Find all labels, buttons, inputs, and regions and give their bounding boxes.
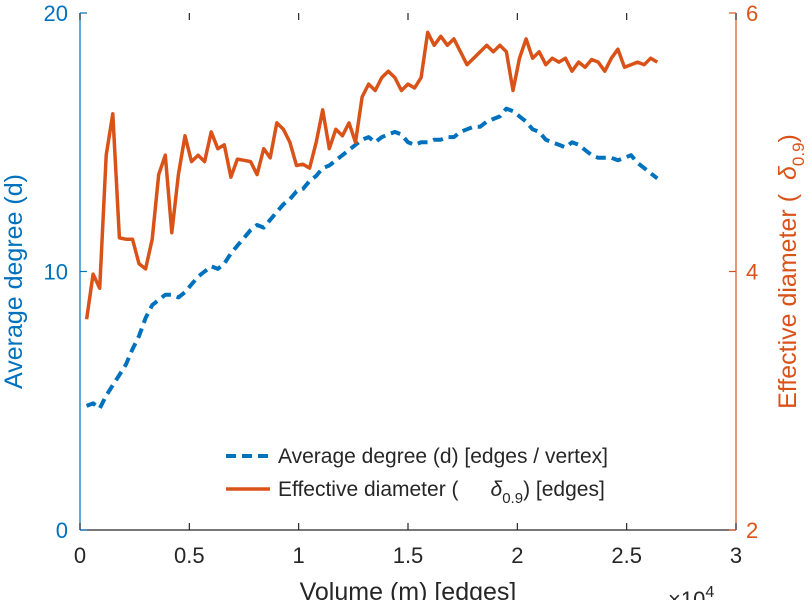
left-y-tick-label: 20 — [44, 1, 68, 26]
series-layer — [84, 30, 659, 411]
legend-label-average-degree: Average degree (d) [edges / vertex] — [278, 445, 608, 468]
x-axis-exponent-power: 4 — [705, 584, 714, 600]
right-y-tick-label: 4 — [746, 260, 758, 285]
x-tick-label: 1.5 — [393, 543, 424, 568]
series-effective-diameter — [84, 30, 659, 320]
x-tick-label: 3 — [730, 543, 742, 568]
x-tick-label: 2.5 — [611, 543, 642, 568]
legend-label-effective-diameter-main: Effective diameter ( — [278, 478, 459, 501]
ticks-layer: 0 0.5 1 1.5 2 2.5 3 0 10 20 2 4 6 — [44, 1, 759, 568]
legend-label-effective-diameter-tail: ) [edges] — [523, 478, 605, 501]
right-y-axis-label: Effective diameter ( δ0.9) — [774, 134, 808, 409]
legend-label-effective-diameter-symbol: δ — [491, 478, 503, 501]
right-y-axis-label-symbol: δ — [774, 165, 802, 180]
x-tick-label: 0 — [74, 543, 86, 568]
legend-label-effective-diameter: Effective diameter ( δ0.9) [edges] — [278, 478, 605, 507]
series-average-degree — [85, 106, 659, 411]
x-axis-exponent-label: ×104 — [668, 584, 714, 600]
right-y-axis-label-main: Effective diameter ( — [774, 193, 802, 409]
x-axis-label: Volume (m) [edges] — [300, 578, 517, 600]
left-y-tick-label: 10 — [44, 260, 68, 285]
left-y-tick-label: 0 — [56, 518, 68, 543]
legend-label-effective-diameter-sub: 0.9 — [502, 490, 523, 507]
legend: Average degree (d) [edges / vertex] Effe… — [226, 445, 608, 507]
right-y-axis-label-sub: 0.9 — [789, 142, 808, 166]
x-axis-exponent-base: ×10 — [668, 587, 705, 600]
right-y-axis-label-tail: ) — [774, 134, 802, 142]
right-y-tick-label: 2 — [746, 518, 758, 543]
x-tick-label: 1 — [293, 543, 305, 568]
right-y-tick-label: 6 — [746, 1, 758, 26]
left-y-axis-label: Average degree (d) — [0, 174, 28, 389]
x-tick-label: 2 — [511, 543, 523, 568]
x-tick-label: 0.5 — [174, 543, 205, 568]
